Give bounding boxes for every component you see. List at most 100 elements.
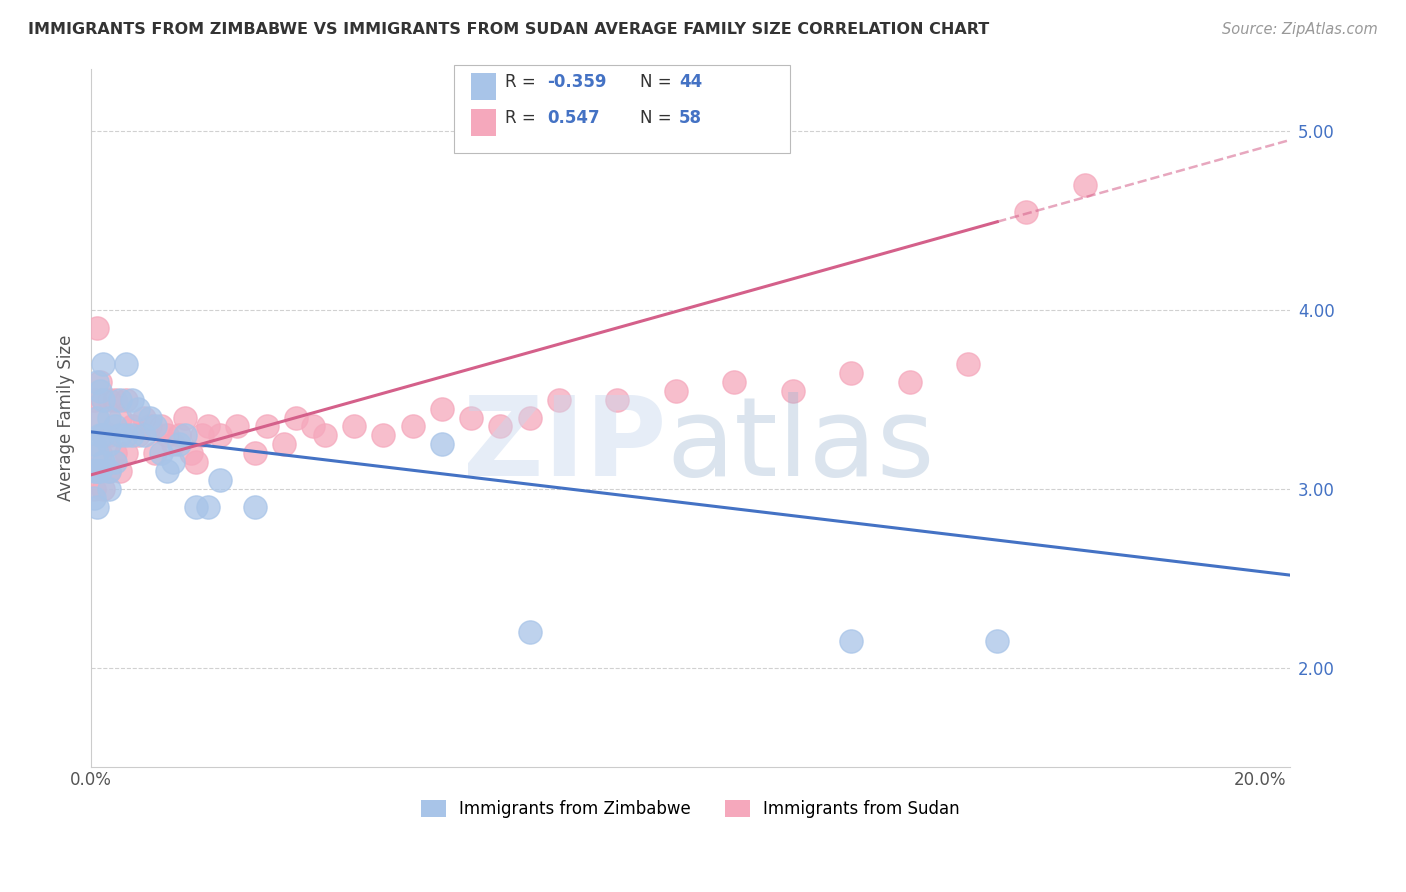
Point xyxy=(110,464,132,478)
Point xyxy=(91,428,114,442)
Point xyxy=(606,392,628,407)
Point xyxy=(86,446,108,460)
Point xyxy=(115,428,138,442)
Point xyxy=(519,625,541,640)
Point xyxy=(173,410,195,425)
Point xyxy=(284,410,307,425)
Point xyxy=(115,446,138,460)
Text: ZIP: ZIP xyxy=(463,392,666,499)
Point xyxy=(86,464,108,478)
Point xyxy=(302,419,325,434)
Text: -0.359: -0.359 xyxy=(547,73,606,91)
Point xyxy=(91,482,114,496)
Point xyxy=(162,455,184,469)
Point xyxy=(256,419,278,434)
Point xyxy=(191,428,214,442)
Legend: Immigrants from Zimbabwe, Immigrants from Sudan: Immigrants from Zimbabwe, Immigrants fro… xyxy=(415,793,966,824)
Point xyxy=(97,392,120,407)
Text: 44: 44 xyxy=(679,73,703,91)
Point xyxy=(956,357,979,371)
Point xyxy=(145,419,167,434)
Point xyxy=(547,392,569,407)
Point xyxy=(83,464,105,478)
Point xyxy=(115,357,138,371)
Point xyxy=(127,428,149,442)
Point xyxy=(430,437,453,451)
Point xyxy=(208,428,231,442)
Point xyxy=(115,392,138,407)
Text: Source: ZipAtlas.com: Source: ZipAtlas.com xyxy=(1222,22,1378,37)
Point xyxy=(86,410,108,425)
Point xyxy=(83,437,105,451)
Point xyxy=(97,410,120,425)
Point xyxy=(489,419,512,434)
Point xyxy=(782,384,804,398)
Y-axis label: Average Family Size: Average Family Size xyxy=(58,334,75,500)
Point xyxy=(97,482,120,496)
Point xyxy=(97,464,120,478)
Point xyxy=(373,428,395,442)
Text: 58: 58 xyxy=(679,109,702,127)
Point xyxy=(110,428,132,442)
Point xyxy=(132,428,155,442)
Point xyxy=(839,366,862,380)
Point xyxy=(167,437,190,451)
Point xyxy=(110,392,132,407)
Text: N =: N = xyxy=(640,109,676,127)
Point xyxy=(1015,204,1038,219)
Point xyxy=(89,384,111,398)
Point xyxy=(138,410,160,425)
Point xyxy=(127,401,149,416)
Text: atlas: atlas xyxy=(666,392,935,499)
Point xyxy=(86,375,108,389)
Point xyxy=(91,392,114,407)
Point xyxy=(121,428,143,442)
Point xyxy=(103,419,125,434)
Point xyxy=(180,446,202,460)
Point xyxy=(243,446,266,460)
Point xyxy=(86,321,108,335)
Point xyxy=(91,455,114,469)
Text: IMMIGRANTS FROM ZIMBABWE VS IMMIGRANTS FROM SUDAN AVERAGE FAMILY SIZE CORRELATIO: IMMIGRANTS FROM ZIMBABWE VS IMMIGRANTS F… xyxy=(28,22,990,37)
Text: R =: R = xyxy=(505,109,546,127)
Point xyxy=(226,419,249,434)
Point xyxy=(89,446,111,460)
Text: R =: R = xyxy=(505,73,541,91)
Point xyxy=(132,410,155,425)
Point xyxy=(138,419,160,434)
Point xyxy=(97,428,120,442)
Point xyxy=(197,500,219,514)
Point xyxy=(91,357,114,371)
Point xyxy=(402,419,425,434)
Point xyxy=(86,410,108,425)
Point xyxy=(186,500,208,514)
Point xyxy=(430,401,453,416)
Point xyxy=(89,428,111,442)
Point xyxy=(121,419,143,434)
Point xyxy=(898,375,921,389)
Point xyxy=(97,437,120,451)
Point xyxy=(314,428,336,442)
Point xyxy=(86,464,108,478)
Point xyxy=(97,464,120,478)
Point xyxy=(208,473,231,487)
Point xyxy=(1074,178,1097,192)
Point xyxy=(839,634,862,648)
Point xyxy=(110,410,132,425)
Point xyxy=(167,428,190,442)
Point xyxy=(91,428,114,442)
Point xyxy=(186,455,208,469)
Point xyxy=(197,419,219,434)
Point xyxy=(273,437,295,451)
Point xyxy=(723,375,745,389)
Point xyxy=(343,419,366,434)
Text: N =: N = xyxy=(640,73,676,91)
Point xyxy=(86,500,108,514)
Point xyxy=(460,410,482,425)
Point xyxy=(150,446,173,460)
Point xyxy=(173,428,195,442)
Point xyxy=(103,446,125,460)
Point xyxy=(665,384,688,398)
Point xyxy=(83,491,105,505)
Point xyxy=(162,437,184,451)
